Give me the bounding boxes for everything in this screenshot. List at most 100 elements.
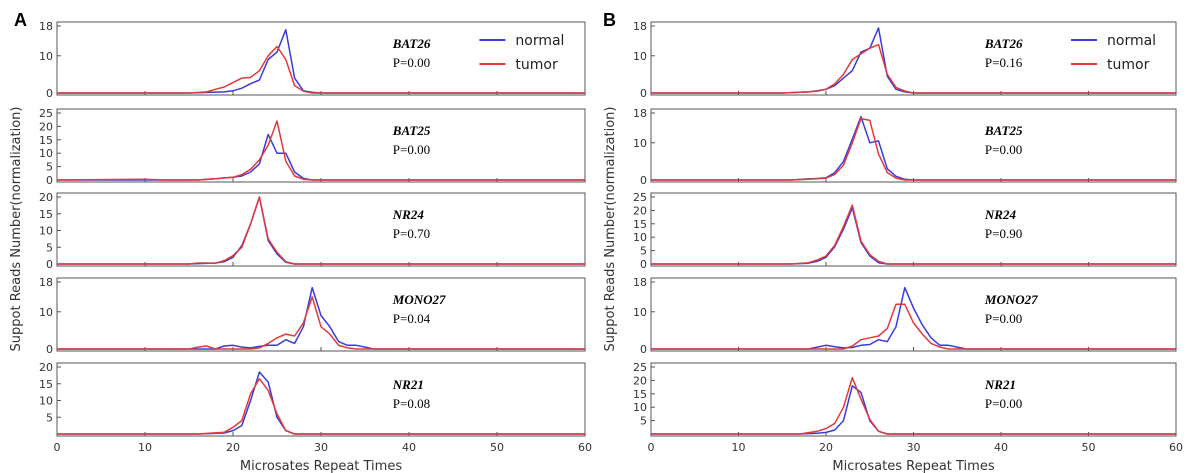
subplot-nr21: 5 10 15 20 NR21 P=0.08 [39, 361, 586, 437]
marker-name: NR24 [392, 207, 425, 222]
y-tick-label: 5 [46, 411, 53, 424]
x-tick-label: 50 [1082, 441, 1096, 454]
y-tick-label: 10 [633, 401, 647, 414]
marker-name: BAT25 [392, 123, 431, 138]
p-value: P=0.00 [985, 142, 1022, 157]
y-tick-label: 15 [633, 218, 647, 231]
subplot-bat25: 0 10 18 BAT25 P=0.00 [633, 107, 1177, 187]
series-line-normal [651, 286, 1176, 350]
x-tick-label: 40 [402, 441, 416, 454]
series-line-normal [57, 286, 585, 350]
p-value: P=0.00 [985, 311, 1022, 326]
y-tick-label: 10 [39, 50, 53, 63]
x-axis-title: Microsates Repeat Times [832, 459, 994, 473]
x-tick-label: 30 [314, 441, 328, 454]
y-tick-label: 0 [640, 343, 647, 356]
subplot-frame [650, 108, 1177, 183]
y-tick-label: 20 [633, 204, 647, 217]
subplot-frame [56, 108, 586, 183]
legend-label-normal: normal [1107, 33, 1156, 49]
y-tick-label: 25 [633, 191, 647, 204]
series-line-tumor [651, 117, 1176, 181]
marker-name: MONO27 [392, 292, 446, 307]
x-tick-label: 40 [994, 441, 1008, 454]
subplot-frame [650, 21, 1177, 96]
subplot-mono27: 0 10 18 MONO27 P=0.04 [39, 276, 586, 356]
y-tick-label: 20 [39, 191, 53, 204]
x-tick-label: 10 [732, 441, 746, 454]
series-line-tumor [57, 196, 585, 265]
x-tick-label: 50 [490, 441, 504, 454]
subplot-mono27: 0 10 18 MONO27 P=0.00 [633, 276, 1177, 356]
y-tick-label: 25 [39, 107, 53, 120]
marker-name: BAT25 [984, 123, 1023, 138]
x-tick-label: 60 [1169, 441, 1183, 454]
x-tick-label: 0 [54, 441, 61, 454]
p-value: P=0.70 [393, 226, 430, 241]
y-tick-label: 0 [46, 258, 53, 271]
y-tick-label: 0 [640, 258, 647, 271]
panel-b: B Suppot Reads Number(normalization) Micro… [603, 10, 1183, 473]
y-tick-label: 0 [640, 87, 647, 100]
y-tick-label: 0 [640, 174, 647, 187]
series-line-tumor [651, 376, 1176, 435]
series-line-tumor [57, 377, 585, 435]
p-value: P=0.08 [393, 396, 430, 411]
y-tick-label: 10 [633, 50, 647, 63]
y-tick-label: 18 [633, 107, 647, 120]
y-tick-label: 10 [39, 225, 53, 238]
p-value: P=0.00 [393, 55, 430, 70]
subplot-bat26: 0 10 18 BAT26 P=0.00 [39, 20, 586, 100]
x-tick-label: 30 [907, 441, 921, 454]
y-tick-label: 10 [39, 395, 53, 408]
y-tick-label: 18 [633, 20, 647, 33]
y-axis-title: Suppot Reads Number(normalization) [603, 107, 618, 352]
y-tick-label: 15 [39, 378, 53, 391]
y-tick-label: 15 [39, 208, 53, 221]
y-tick-label: 10 [633, 137, 647, 150]
y-tick-label: 10 [39, 306, 53, 319]
legend-label-tumor: tumor [1107, 57, 1150, 73]
y-tick-label: 0 [46, 343, 53, 356]
series-line-tumor [57, 45, 585, 94]
subplot-bat26: 0 10 18 BAT26 P=0.16 [633, 20, 1177, 100]
y-tick-label: 5 [640, 415, 647, 428]
p-value: P=0.04 [393, 311, 431, 326]
y-tick-label: 20 [39, 120, 53, 133]
y-tick-label: 25 [633, 361, 647, 374]
p-value: P=0.00 [393, 142, 430, 157]
p-value: P=0.90 [985, 226, 1022, 241]
x-tick-label: 60 [578, 441, 592, 454]
x-tick-label: 10 [138, 441, 152, 454]
series-line-tumor [57, 296, 585, 350]
marker-name: BAT26 [392, 36, 431, 51]
series-line-tumor [651, 43, 1176, 94]
marker-name: MONO27 [984, 292, 1038, 307]
subplot-frame [650, 192, 1177, 267]
subplot-frame [650, 277, 1177, 352]
series-line-tumor [56, 120, 585, 181]
y-tick-label: 18 [39, 20, 53, 33]
series-line-tumor [651, 204, 1176, 265]
panel-a: A Suppot Reads Number(normalization) Micro… [9, 10, 592, 473]
marker-name: BAT26 [984, 36, 1023, 51]
y-tick-label: 5 [46, 161, 53, 174]
y-tick-label: 18 [633, 276, 647, 289]
y-axis-title: Suppot Reads Number(normalization) [9, 107, 24, 352]
x-tick-label: 20 [226, 441, 240, 454]
legend-label-tumor: tumor [515, 57, 558, 73]
y-tick-label: 0 [46, 87, 53, 100]
series-line-tumor [651, 303, 1176, 350]
y-tick-label: 0 [46, 174, 53, 187]
x-tick-label: 20 [819, 441, 833, 454]
y-tick-label: 5 [46, 241, 53, 254]
p-value: P=0.16 [985, 55, 1023, 70]
y-tick-label: 15 [39, 134, 53, 147]
x-tick-label: 0 [648, 441, 655, 454]
y-tick-label: 10 [633, 231, 647, 244]
subplot-nr24: 0 5 10 15 20 NR24 P=0.70 [39, 191, 586, 271]
